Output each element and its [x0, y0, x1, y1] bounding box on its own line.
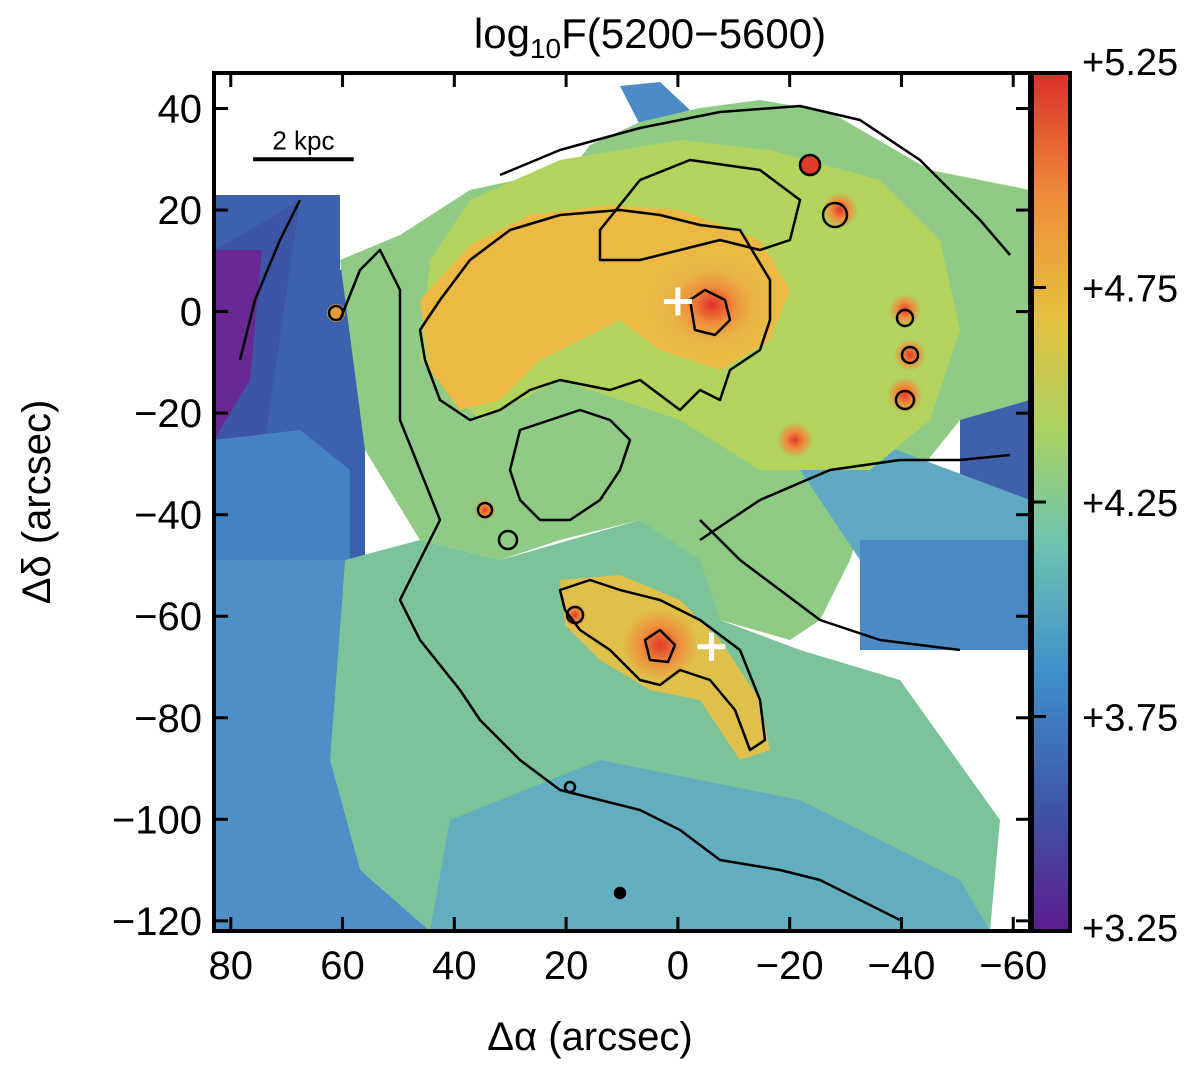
contours	[238, 104, 1011, 922]
contour-knot	[497, 529, 519, 551]
contour-knot	[565, 605, 585, 625]
region-south-tail	[430, 760, 990, 931]
knot	[800, 155, 820, 175]
contour-west	[238, 199, 302, 361]
region-orange-arc	[420, 205, 790, 410]
colorbar: +5.25 +4.75 +4.25 +3.75 +3.25	[1030, 42, 1178, 950]
x-tick-label: 40	[432, 944, 477, 988]
contour-east	[699, 453, 1011, 542]
scale-bar: 2 kpc	[253, 125, 354, 162]
y-tick-label: −20	[134, 392, 202, 436]
flux-map	[214, 82, 1030, 931]
knot	[777, 422, 813, 458]
title-subscript: 10	[530, 33, 561, 64]
x-axis-title: Δα (arcsec)	[487, 1015, 692, 1059]
region-west-lower	[214, 560, 430, 931]
knot	[822, 192, 858, 228]
y-ticks: 40 20 0 −20 −40 −60 −80 −100 −120	[112, 88, 1030, 944]
contour-knot	[563, 780, 577, 794]
region-nucleus-glow	[652, 255, 772, 355]
contour-knot	[327, 304, 345, 322]
contour-knot	[798, 153, 822, 177]
region-east-patch	[620, 82, 690, 125]
x-tick-label: 80	[209, 944, 254, 988]
contour-knot	[895, 308, 915, 328]
title-suffix: F(5200−5600)	[561, 10, 826, 57]
contour-knot	[894, 389, 916, 411]
contour-nucleus	[688, 288, 732, 337]
nucleus-marker	[697, 632, 726, 661]
region-purple	[214, 250, 262, 440]
nucleus-marker	[663, 287, 692, 316]
region-east-arm-blue	[860, 540, 1030, 650]
colorbar-ticks: +5.25 +4.75 +4.25 +3.75 +3.25	[1034, 42, 1178, 950]
knot	[894, 339, 926, 371]
chart-title: log10F(5200−5600)	[474, 10, 826, 64]
y-tick-label: 20	[158, 189, 203, 233]
contour-mid	[508, 408, 632, 522]
x-tick-label: −60	[979, 944, 1047, 988]
contour-west-arm	[338, 248, 901, 922]
region-south-glow	[622, 609, 698, 681]
nucleus-markers	[663, 287, 726, 661]
y-axis-title: Δδ (arcsec)	[15, 400, 59, 605]
contour-inner-north	[598, 158, 802, 262]
region-east-right	[960, 190, 1030, 505]
y-tick-label: 0	[180, 291, 202, 335]
y-tick-label: −120	[112, 900, 202, 944]
contour-outer-north	[499, 104, 1011, 256]
knot	[887, 377, 923, 413]
colorbar-tick-label: +3.25	[1082, 908, 1178, 950]
x-tick-label: 20	[544, 944, 589, 988]
contour-south	[558, 578, 767, 752]
contour-knot	[821, 201, 849, 229]
contour-south-core	[643, 628, 677, 664]
y-tick-label: −100	[112, 798, 202, 842]
colorbar-tick-label: +4.75	[1082, 269, 1178, 311]
contour-knot	[613, 886, 627, 900]
y-tick-label: −60	[134, 595, 202, 639]
contour-east-lower	[699, 519, 961, 652]
title-prefix: log	[474, 10, 530, 57]
x-ticks: 80 60 40 20 0 −20 −40 −60	[209, 73, 1047, 988]
colorbar-tick-label: +5.25	[1082, 42, 1178, 84]
colorbar-tick-label: +3.75	[1082, 698, 1178, 740]
x-tick-label: −40	[868, 944, 936, 988]
x-tick-label: 60	[320, 944, 365, 988]
colorbar-tick-label: +4.25	[1082, 483, 1178, 525]
x-tick-label: −20	[756, 944, 824, 988]
x-tick-label: 0	[667, 944, 689, 988]
y-tick-label: 40	[158, 88, 203, 132]
colorbar-frame	[1030, 71, 1072, 933]
y-tick-label: −40	[134, 494, 202, 538]
contour-knot	[900, 345, 920, 365]
y-tick-label: −80	[134, 697, 202, 741]
contour-plateau	[418, 208, 772, 422]
contour-knot	[476, 501, 494, 519]
scale-bar-label: 2 kpc	[272, 125, 334, 155]
